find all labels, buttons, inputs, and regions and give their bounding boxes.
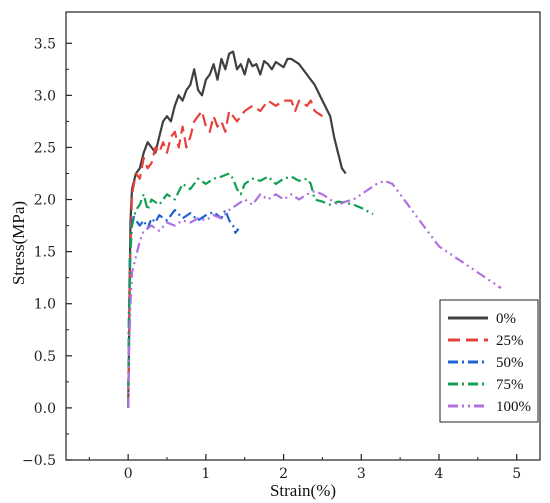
- series-line-100pct: [127, 179, 502, 408]
- series-line-0pct: [127, 50, 347, 408]
- series-line-50pct: [127, 208, 240, 408]
- legend-label: 50%: [496, 355, 524, 371]
- x-tick-label: 5: [512, 466, 521, 482]
- y-tick-label: 2.5: [34, 140, 56, 156]
- legend-label: 0%: [496, 311, 516, 327]
- y-tick-label: 2.0: [34, 193, 56, 209]
- axes-layer: 0 1 2 3 4 5 −0.5 0.0 0.5 1.0 1.5 2.0 2.5 3.0 3.5: [22, 36, 521, 482]
- series-layer: [127, 50, 502, 408]
- series-line-75pct: [127, 172, 374, 408]
- plot-frame: [65, 11, 541, 461]
- y-axis-title: Stress(MPa): [9, 201, 28, 285]
- x-tick-label: 2: [279, 466, 288, 482]
- y-tick-label: 1.5: [34, 245, 56, 261]
- y-tick-label: 0.5: [34, 349, 56, 365]
- y-tick-label: −0.5: [22, 453, 56, 469]
- legend-label: 75%: [496, 377, 524, 393]
- legend: 0% 25% 50% 75% 100%: [439, 299, 539, 423]
- y-tick-label: 3.5: [34, 36, 56, 52]
- legend-label: 100%: [496, 399, 531, 415]
- legend-label: 25%: [496, 333, 524, 349]
- x-tick-label: 0: [124, 466, 133, 482]
- x-axis-title: Strain(%): [270, 481, 336, 500]
- x-tick-label: 4: [435, 466, 444, 482]
- y-tick-label: 0.0: [34, 401, 56, 417]
- x-tick-label: 1: [201, 466, 210, 482]
- plot-border: [65, 11, 541, 461]
- y-tick-label: 3.0: [34, 88, 56, 104]
- y-tick-label: 1.0: [34, 297, 56, 313]
- x-tick-label: 3: [357, 466, 366, 482]
